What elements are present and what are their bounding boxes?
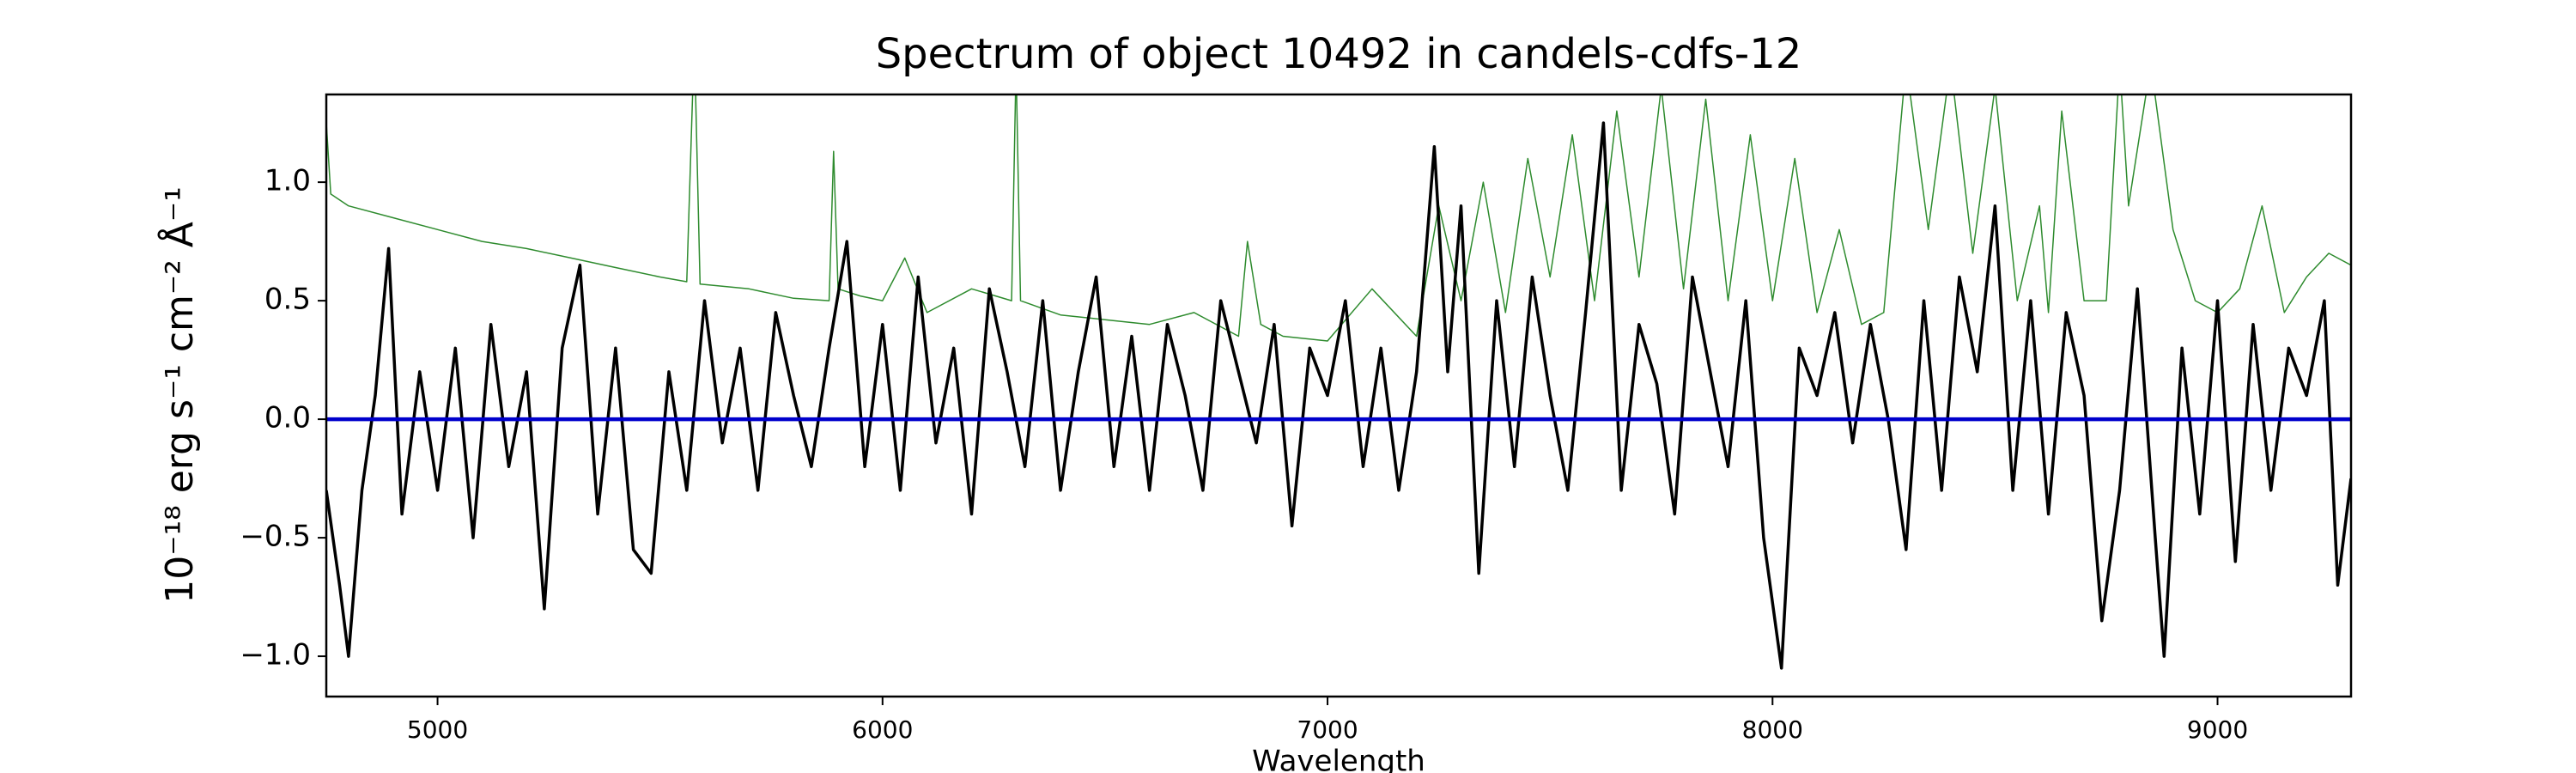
y-tick-label: 0.5 [264, 283, 311, 317]
x-axis-label: Wavelength [1252, 745, 1425, 773]
x-tick-label: 6000 [852, 715, 913, 744]
y-tick-label: 1.0 [264, 164, 311, 198]
chart-title: Spectrum of object 10492 in candels-cdfs… [876, 30, 1802, 78]
x-tick-label: 7000 [1297, 715, 1358, 744]
x-tick-label: 8000 [1742, 715, 1803, 744]
y-tick-label: −0.5 [240, 520, 311, 554]
spectrum-line [326, 121, 2351, 670]
y-axis-label: 10⁻¹⁸ erg s⁻¹ cm⁻² Å⁻¹ [156, 186, 202, 603]
x-tick-label: 9000 [2187, 715, 2248, 744]
x-tick-label: 5000 [407, 715, 468, 744]
spectrum-line [326, 94, 2351, 342]
plot-area [326, 94, 2351, 670]
plot-frame [325, 93, 2353, 698]
y-tick-label: −1.0 [240, 638, 311, 673]
y-tick-label: 0.0 [264, 401, 311, 435]
